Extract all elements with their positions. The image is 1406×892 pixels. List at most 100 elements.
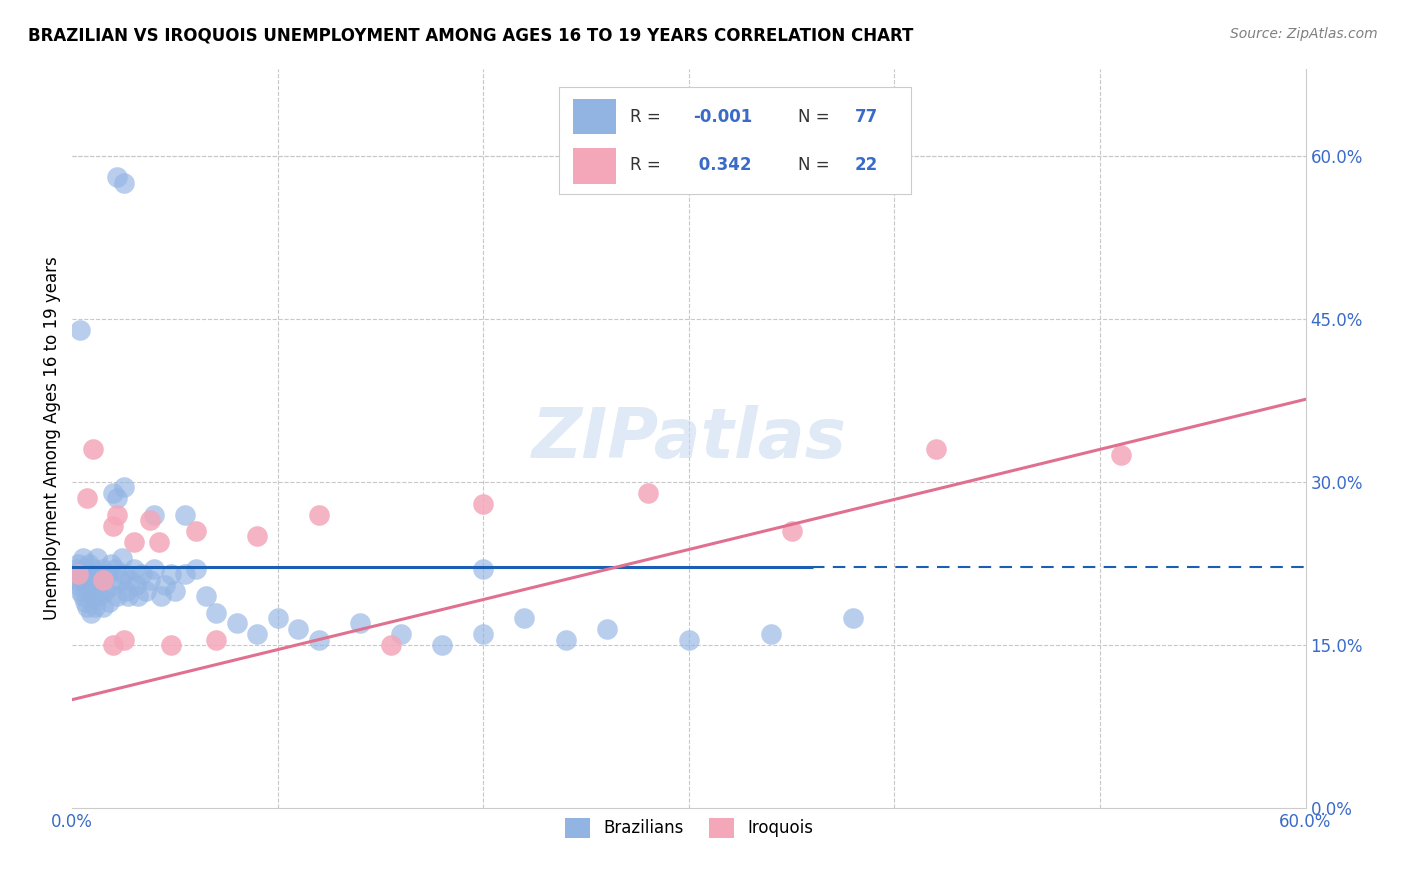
Point xyxy=(184,562,207,576)
Point xyxy=(554,632,576,647)
Point xyxy=(389,627,412,641)
Point xyxy=(80,606,103,620)
Point xyxy=(108,573,131,587)
Point xyxy=(637,486,659,500)
Point xyxy=(65,562,87,576)
Point xyxy=(759,627,782,641)
Point xyxy=(678,632,700,647)
Point xyxy=(107,170,129,185)
Point xyxy=(91,573,114,587)
Point xyxy=(103,486,125,500)
Point xyxy=(100,557,122,571)
Point xyxy=(72,551,94,566)
Point xyxy=(103,638,125,652)
Point xyxy=(153,578,176,592)
Text: ZIPatlas: ZIPatlas xyxy=(531,405,846,472)
Point xyxy=(122,562,145,576)
Point xyxy=(112,632,135,647)
Legend: Brazilians, Iroquois: Brazilians, Iroquois xyxy=(558,811,820,845)
Point xyxy=(143,508,166,522)
Text: Source: ZipAtlas.com: Source: ZipAtlas.com xyxy=(1230,27,1378,41)
Point xyxy=(131,567,153,582)
Point xyxy=(83,567,105,582)
Point xyxy=(205,606,228,620)
Point xyxy=(73,562,96,576)
Point xyxy=(73,595,96,609)
Point xyxy=(82,562,104,576)
Point xyxy=(69,567,91,582)
Point xyxy=(107,491,129,506)
Point xyxy=(65,573,87,587)
Point xyxy=(91,600,114,615)
Point xyxy=(308,632,330,647)
Y-axis label: Unemployment Among Ages 16 to 19 years: Unemployment Among Ages 16 to 19 years xyxy=(44,257,60,620)
Point xyxy=(267,611,290,625)
Point xyxy=(125,578,148,592)
Point xyxy=(76,567,98,582)
Point xyxy=(174,508,197,522)
Point xyxy=(432,638,454,652)
Point xyxy=(69,583,91,598)
Point xyxy=(780,524,803,538)
Point xyxy=(76,600,98,615)
Point xyxy=(380,638,402,652)
Point xyxy=(174,567,197,582)
Point xyxy=(94,583,117,598)
Point xyxy=(77,583,100,598)
Point xyxy=(112,567,135,582)
Point xyxy=(90,573,112,587)
Point xyxy=(69,323,91,337)
Point xyxy=(184,524,207,538)
Point xyxy=(72,589,94,603)
Point xyxy=(139,513,162,527)
Point xyxy=(472,497,495,511)
Point xyxy=(86,551,108,566)
Point xyxy=(67,578,90,592)
Point xyxy=(83,600,105,615)
Point xyxy=(287,622,309,636)
Point xyxy=(122,534,145,549)
Point xyxy=(110,551,132,566)
Point xyxy=(127,589,149,603)
Point xyxy=(103,518,125,533)
Point xyxy=(205,632,228,647)
Point xyxy=(107,589,129,603)
Point xyxy=(72,573,94,587)
Text: BRAZILIAN VS IROQUOIS UNEMPLOYMENT AMONG AGES 16 TO 19 YEARS CORRELATION CHART: BRAZILIAN VS IROQUOIS UNEMPLOYMENT AMONG… xyxy=(28,27,914,45)
Point xyxy=(117,589,139,603)
Point xyxy=(67,557,90,571)
Point xyxy=(246,627,269,641)
Point xyxy=(96,567,118,582)
Point xyxy=(842,611,865,625)
Point xyxy=(112,176,135,190)
Point xyxy=(472,562,495,576)
Point xyxy=(924,442,946,457)
Point xyxy=(1109,448,1132,462)
Point xyxy=(194,589,217,603)
Point xyxy=(149,589,172,603)
Point xyxy=(225,616,247,631)
Point xyxy=(67,567,90,582)
Point xyxy=(143,562,166,576)
Point xyxy=(82,589,104,603)
Point xyxy=(135,583,157,598)
Point xyxy=(308,508,330,522)
Point xyxy=(114,583,136,598)
Point xyxy=(80,573,103,587)
Point xyxy=(139,573,162,587)
Point xyxy=(595,622,617,636)
Point xyxy=(82,442,104,457)
Point xyxy=(118,573,141,587)
Point xyxy=(349,616,371,631)
Point xyxy=(160,638,183,652)
Point xyxy=(63,567,86,582)
Point xyxy=(160,567,183,582)
Point xyxy=(104,562,127,576)
Point xyxy=(77,557,100,571)
Point xyxy=(76,491,98,506)
Point xyxy=(148,534,170,549)
Point xyxy=(98,595,121,609)
Point xyxy=(91,562,114,576)
Point xyxy=(513,611,536,625)
Point xyxy=(87,589,110,603)
